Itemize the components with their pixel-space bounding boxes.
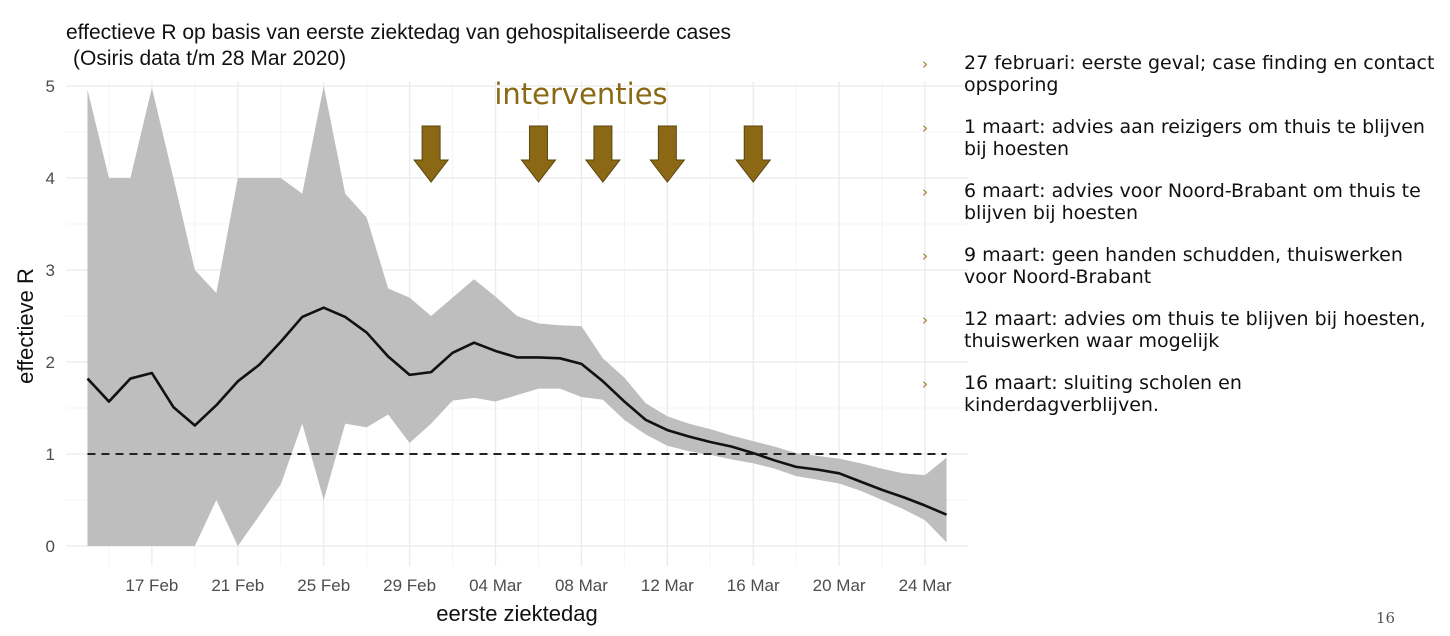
- list-item: › 16 maart: sluiting scholen en kinderdag…: [922, 372, 1442, 416]
- confidence-band-area: [87, 86, 947, 546]
- down-arrow-icon: [735, 125, 772, 183]
- page-number: 16: [1376, 609, 1396, 627]
- confidence-band: [87, 86, 947, 546]
- x-tick-label: 12 Mar: [641, 576, 694, 595]
- bullet-text: 12 maart: advies om thuis te blijven bij…: [964, 308, 1426, 352]
- chart-title: effectieve R op basis van eerste ziekted…: [66, 21, 731, 44]
- interventions-label: interventies: [494, 77, 667, 111]
- x-tick-label: 16 Mar: [727, 576, 780, 595]
- list-item: › 27 februari: eerste geval; case finding…: [922, 52, 1442, 96]
- list-item: › 1 maart: advies aan reizigers om thuis …: [922, 116, 1442, 160]
- x-tick-label: 08 Mar: [555, 576, 608, 595]
- x-tick-label: 24 Mar: [899, 576, 952, 595]
- intervention-list: › 27 februari: eerste geval; case finding…: [922, 52, 1442, 436]
- bullet-marker: ›: [922, 311, 928, 329]
- down-arrow-icon: [584, 125, 621, 183]
- bullet-text: 1 maart: advies aan reizigers om thuis t…: [964, 116, 1425, 160]
- r-line-layer: [86, 306, 948, 516]
- bullet-text: 6 maart: advies voor Noord-Brabant om th…: [964, 180, 1421, 224]
- x-tick-label: 04 Mar: [469, 576, 522, 595]
- down-arrow-icon: [520, 125, 557, 183]
- bullet-marker: ›: [922, 375, 928, 393]
- x-axis-label: eerste ziektedag: [436, 601, 597, 626]
- intervention-arrows: [413, 125, 772, 183]
- y-tick-label: 5: [46, 77, 55, 96]
- y-tick-label: 4: [46, 169, 55, 188]
- x-tick-label: 29 Feb: [383, 576, 436, 595]
- x-tick-label: 20 Mar: [813, 576, 866, 595]
- x-tick-label: 25 Feb: [297, 576, 350, 595]
- list-item: › 12 maart: advies om thuis te blijven bi…: [922, 308, 1442, 352]
- x-tick-label: 21 Feb: [211, 576, 264, 595]
- down-arrow-icon: [413, 125, 450, 183]
- bullet-text: 16 maart: sluiting scholen en kinderdagv…: [964, 372, 1242, 416]
- y-tick-label: 2: [46, 353, 55, 372]
- bullet-marker: ›: [922, 119, 928, 137]
- chart-subtitle: (Osiris data t/m 28 Mar 2020): [73, 47, 346, 70]
- y-axis-label: effectieve R: [13, 268, 38, 384]
- bullet-marker: ›: [922, 247, 928, 265]
- down-arrow-icon: [649, 125, 686, 183]
- r-line: [86, 306, 948, 516]
- list-item: › 6 maart: advies voor Noord-Brabant om t…: [922, 180, 1442, 224]
- axis-ticks: 0 1 2 3 4 5 17 Feb 21 Feb 25 Feb 29 Feb 04 Mar 08 M…: [46, 77, 952, 595]
- y-tick-label: 0: [46, 537, 55, 556]
- bullet-text: 27 februari: eerste geval; case finding …: [964, 52, 1435, 96]
- x-tick-label: 17 Feb: [125, 576, 178, 595]
- y-tick-label: 3: [46, 261, 55, 280]
- bullet-marker: ›: [922, 183, 928, 201]
- list-item: › 9 maart: geen handen schudden, thuiswer…: [922, 244, 1442, 288]
- bullet-marker: ›: [922, 55, 928, 73]
- y-tick-label: 1: [46, 445, 55, 464]
- bullet-text: 9 maart: geen handen schudden, thuiswerk…: [964, 244, 1403, 288]
